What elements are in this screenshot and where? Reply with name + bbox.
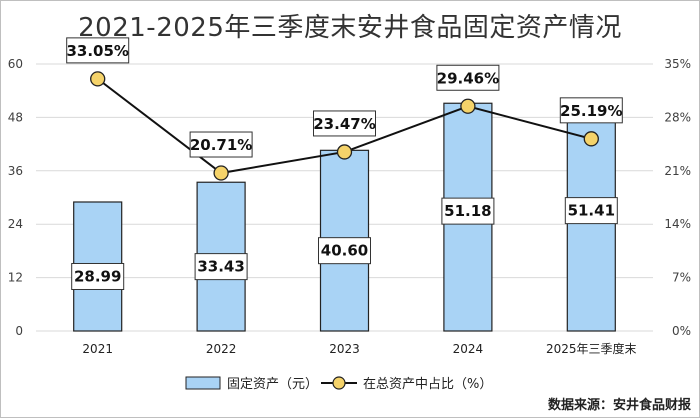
right-axis-tick-label: 35% [664,57,691,71]
bar-value-label: 40.60 [321,242,368,260]
legend-bar-swatch [185,376,221,390]
line-value-label-box [66,37,130,64]
legend-line-marker [332,376,346,390]
data-source: 数据来源：安井食品财报 [548,397,692,413]
line-value-label: 20.71% [190,136,252,154]
legend-line-label: 在总资产中占比（%） [363,377,492,392]
x-axis-tick-label: 2022 [206,342,237,356]
bar-value-label-box [194,253,248,281]
right-axis-tick-label: 28% [664,110,691,124]
left-axis-tick-label: 36 [8,164,23,178]
line-point [583,131,599,147]
line-value-label-box [313,110,376,137]
right-axis-tick-label: 7% [672,271,691,285]
line-value-label: 25.19% [560,102,622,120]
line-value-label-box [189,131,253,158]
line-value-label: 29.46% [437,69,499,87]
line-value-label-box [436,64,500,91]
line-value-label: 33.05% [66,42,128,60]
right-axis-tick-label: 21% [664,164,691,178]
line-point [90,71,106,87]
left-axis-tick-label: 0 [15,324,23,338]
left-axis-tick-label: 48 [8,110,23,124]
bar-value-label-box [318,237,371,265]
left-axis-tick-label: 24 [8,217,23,231]
line-point [460,98,476,114]
bar-value-label: 51.41 [568,202,615,220]
line-point [213,165,229,181]
right-axis-tick-label: 14% [664,217,691,231]
line-point [336,144,353,160]
bar-value-label-box [564,197,618,225]
left-axis-tick-label: 12 [8,271,23,285]
bar-value-label: 33.43 [197,258,244,276]
chart-title: 2021-2025年三季度末安井食品固定资产情况 [78,13,622,43]
legend-bar-label: 固定资产（元） [227,377,318,392]
right-axis-tick-label: 0% [672,324,691,338]
x-axis-tick-label: 2025年三季度末 [546,341,637,356]
bar-value-label-box [71,262,125,290]
bar-value-label: 28.99 [74,267,121,285]
line-value-label-box [559,97,623,124]
line-value-label: 23.47% [313,115,375,133]
x-axis-tick-label: 2021 [82,342,113,356]
bar-value-label: 51.18 [444,202,491,220]
x-axis-tick-label: 2024 [453,342,484,356]
left-axis-tick-label: 60 [8,57,23,71]
bar-value-label-box [441,197,495,225]
x-axis-tick-label: 2023 [329,342,360,356]
